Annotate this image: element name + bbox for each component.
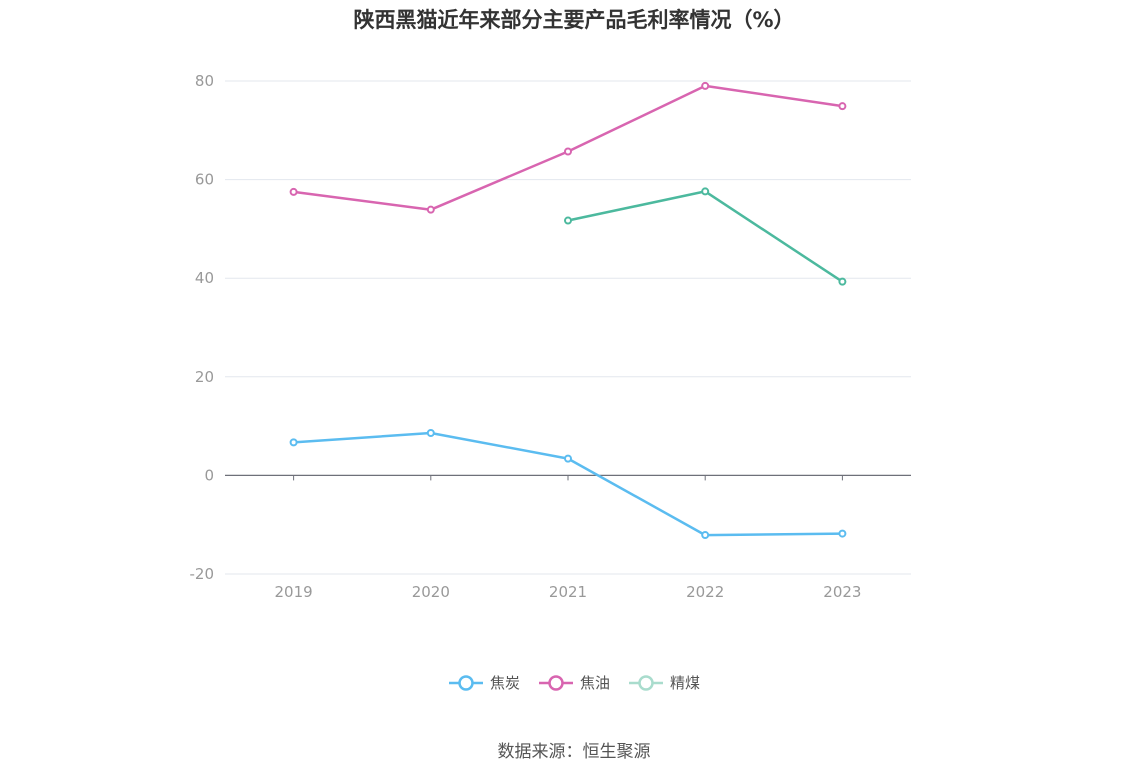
x-tick-label: 2021 — [549, 583, 587, 601]
y-tick-label: -20 — [190, 565, 215, 583]
line-chart: -20 0 20 40 60 80 2019 2020 2021 2022 2023 — [190, 72, 911, 601]
legend-item-1[interactable]: 焦油 — [538, 672, 610, 693]
x-tick-label: 2020 — [412, 583, 450, 601]
series-line-2 — [567, 190, 844, 283]
legend-marker-icon — [448, 674, 483, 691]
data-point — [426, 429, 435, 438]
series-lines — [289, 81, 847, 540]
data-point — [289, 438, 298, 447]
legend-marker-circle — [548, 674, 564, 691]
legend-marker-icon — [629, 674, 663, 691]
data-point — [701, 187, 710, 196]
data-point — [426, 205, 435, 214]
data-point — [564, 147, 572, 156]
legend-label: 精煤 — [670, 674, 701, 692]
data-point — [564, 216, 572, 225]
legend-item-2[interactable]: 精煤 — [628, 672, 700, 693]
data-point — [838, 277, 847, 286]
source-note: 数据来源：恒生聚源 — [497, 742, 651, 762]
legend-marker-circle — [638, 674, 654, 691]
data-point — [838, 529, 847, 538]
legend-label: 焦炭 — [489, 674, 520, 692]
x-tick-label: 2019 — [275, 583, 313, 601]
x-tick-label: 2023 — [823, 583, 861, 601]
legend: 焦炭 焦油 精煤 — [0, 672, 1148, 693]
data-point — [701, 531, 710, 540]
data-point — [838, 102, 847, 111]
legend-marker-circle — [458, 674, 474, 691]
axes: -20 0 20 40 60 80 2019 2020 2021 2022 2023 — [190, 72, 911, 601]
data-point — [564, 454, 572, 463]
series-line-0 — [293, 431, 843, 537]
y-tick-label: 20 — [195, 368, 214, 386]
data-point — [289, 187, 298, 196]
legend-label: 焦油 — [579, 674, 610, 692]
legend-item-0[interactable]: 焦炭 — [448, 672, 520, 693]
y-tick-label: 0 — [204, 466, 214, 484]
legend-marker-icon — [538, 674, 573, 691]
y-tick-label: 80 — [195, 72, 214, 90]
data-point — [701, 81, 710, 90]
grid-lines — [225, 80, 911, 575]
chart-title: 陕西黑猫近年来部分主要产品毛利率情况（%） — [353, 8, 795, 32]
x-tick-label: 2022 — [686, 583, 724, 601]
y-tick-label: 40 — [195, 269, 214, 287]
y-tick-label: 60 — [195, 171, 214, 189]
